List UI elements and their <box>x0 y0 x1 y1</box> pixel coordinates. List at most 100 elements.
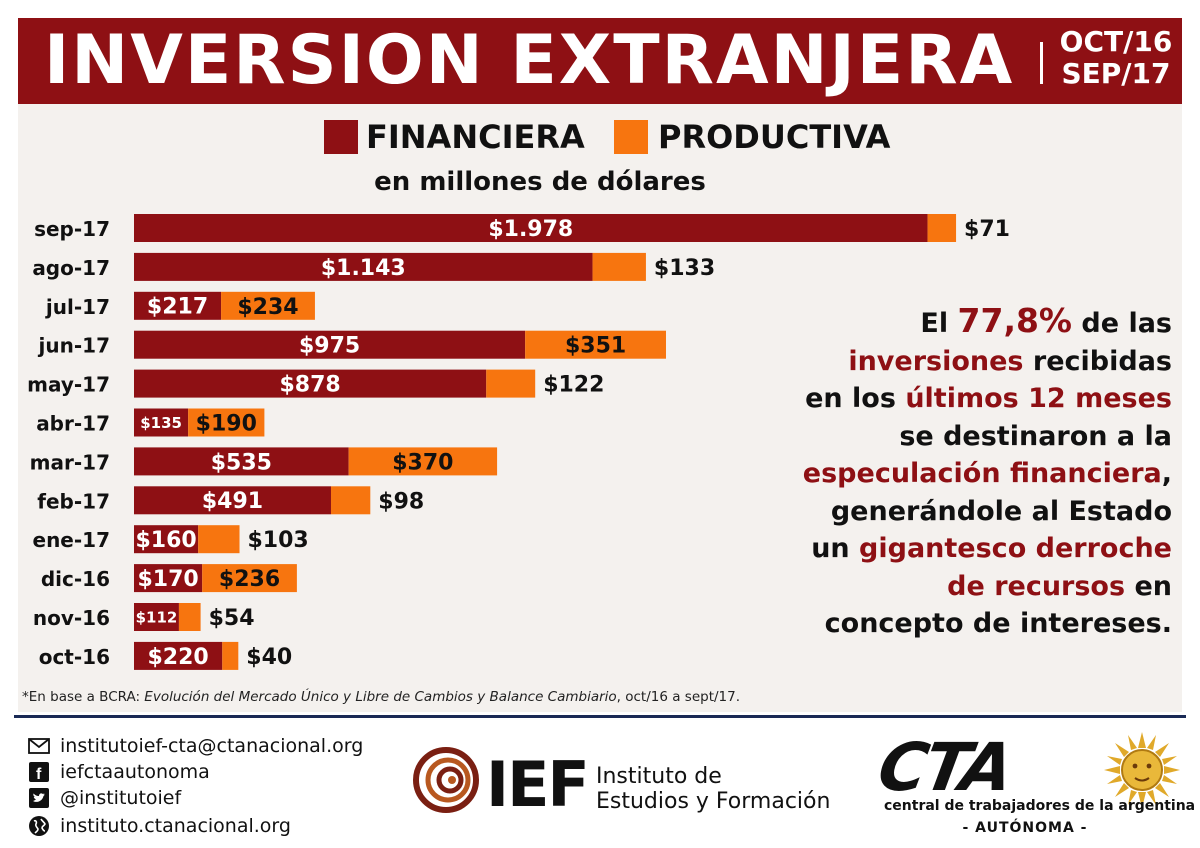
category-label-abr-17: abr-17 <box>36 412 110 436</box>
sun-emblem <box>1104 732 1180 808</box>
bar-financiera-may-17 <box>134 369 487 398</box>
value-label-productiva-ene-17: $103 <box>248 528 309 553</box>
ann-t1: El <box>920 308 958 339</box>
ief-name-line2: Estudios y Formación <box>596 789 831 814</box>
ann-t10: generándole al Estado <box>830 495 1172 527</box>
bar-productiva-mar-17 <box>348 447 498 476</box>
value-label-productiva-ago-17: $133 <box>654 256 715 281</box>
value-label-financiera-sep-17: $1.978 <box>488 217 573 242</box>
ann-t2: de las <box>1072 308 1172 339</box>
bar-financiera-oct-16 <box>134 641 223 670</box>
bar-financiera-abr-17 <box>134 408 189 437</box>
cta-logo: CTA <box>880 730 1180 808</box>
annotation-text: El 77,8% de las inversiones recibidas en… <box>770 302 1172 643</box>
value-label-productiva-sep-17: $71 <box>964 217 1010 242</box>
ann-t3: inversiones <box>848 345 1024 377</box>
legend-label-financiera: FINANCIERA <box>366 118 585 156</box>
bar-chart: sep-17 $1.978 $71 ago-17 $1.143 $133 jul-17 $21… <box>27 214 1010 670</box>
bar-productiva-ago-17 <box>592 252 646 281</box>
bar-financiera-sep-17 <box>134 214 928 242</box>
ief-mark: IEF <box>486 748 588 814</box>
category-label-jun-17: jun-17 <box>38 334 110 358</box>
contact-email[interactable]: institutoief-cta@ctanacional.org <box>28 734 363 758</box>
value-label-financiera-ene-17: $160 <box>135 528 196 553</box>
period-end: SEP/17 <box>1061 57 1171 90</box>
value-label-financiera-feb-17: $491 <box>202 489 263 514</box>
ief-name: Instituto de Estudios y Formación <box>596 764 830 814</box>
category-label-mar-17: mar-17 <box>30 450 110 474</box>
bar-productiva-sep-17 <box>927 214 957 242</box>
contact-website[interactable]: instituto.ctanacional.org <box>28 814 291 838</box>
bar-financiera-ago-17 <box>134 252 593 281</box>
svg-text:f: f <box>36 766 42 782</box>
ann-t8: especulación financiera <box>802 458 1162 489</box>
cta-subtitle: central de trabajadores de la argentina <box>884 798 1196 814</box>
value-label-productiva-oct-16: $40 <box>246 645 292 670</box>
source-footnote: *En base a BCRA: Evolución del Mercado Ú… <box>22 688 740 706</box>
bar-productiva-ene-17 <box>198 525 240 554</box>
value-label-financiera-dic-16: $170 <box>137 567 198 592</box>
legend-label-productiva: PRODUCTIVA <box>658 118 891 156</box>
contact-facebook-text[interactable]: iefctaautonoma <box>60 761 210 783</box>
value-label-productiva-dic-16: $236 <box>219 567 280 592</box>
value-label-financiera-nov-16: $112 <box>136 608 178 626</box>
value-label-productiva-abr-17: $190 <box>196 412 257 437</box>
ann-t15: concepto de intereses. <box>824 608 1172 639</box>
footnote-source-title: Evolución del Mercado Único y Libre de C… <box>144 689 617 705</box>
footnote-prefix: *En base a BCRA: <box>22 689 145 705</box>
category-label-jul-17: jul-17 <box>45 295 110 319</box>
ann-t6: últimos 12 meses <box>905 383 1172 414</box>
ann-t5: en los <box>805 383 906 414</box>
period-start: OCT/16 <box>1059 25 1173 58</box>
value-label-productiva-jul-17: $234 <box>237 295 298 320</box>
bar-financiera-jul-17 <box>134 291 222 320</box>
contact-twitter[interactable]: @institutoief <box>28 786 181 810</box>
header-period: OCT/16 SEP/17 <box>1056 26 1176 90</box>
bar-financiera-nov-16 <box>134 603 179 631</box>
ann-percentage: 77,8% <box>957 301 1073 340</box>
envelope-icon <box>28 735 50 757</box>
value-label-productiva-nov-16: $54 <box>209 606 255 631</box>
category-label-sep-17: sep-17 <box>34 217 110 241</box>
bar-financiera-jun-17 <box>134 330 526 359</box>
category-label-oct-16: oct-16 <box>39 645 110 669</box>
contact-email-text[interactable]: institutoief-cta@ctanacional.org <box>60 735 364 757</box>
category-label-dic-16: dic-16 <box>41 567 110 591</box>
bar-financiera-feb-17 <box>134 486 331 515</box>
legend-swatch-financiera <box>324 120 358 154</box>
cta-autonoma: - AUTÓNOMA - <box>962 820 1088 836</box>
chart-subtitle: en millones de dólares <box>374 167 706 197</box>
header-separator <box>1040 42 1043 84</box>
bar-productiva-jul-17 <box>221 291 315 320</box>
ief-name-line1: Instituto de <box>596 764 722 789</box>
contact-twitter-text[interactable]: @institutoief <box>60 787 182 809</box>
category-label-may-17: may-17 <box>27 373 110 397</box>
chart-panel <box>18 104 1182 712</box>
category-label-feb-17: feb-17 <box>37 489 110 513</box>
cta-mark: CTA <box>880 730 1017 806</box>
value-label-financiera-ago-17: $1.143 <box>321 256 406 281</box>
value-label-financiera-jul-17: $217 <box>147 295 208 320</box>
bar-financiera-ene-17 <box>134 525 199 554</box>
value-label-financiera-jun-17: $975 <box>299 334 360 359</box>
value-label-financiera-oct-16: $220 <box>148 645 209 670</box>
category-label-ago-17: ago-17 <box>32 256 110 280</box>
facebook-icon: f <box>28 761 50 783</box>
value-label-financiera-may-17: $878 <box>280 373 341 398</box>
value-label-productiva-feb-17: $98 <box>378 489 424 514</box>
page-title: INVERSION EXTRANJERA <box>44 21 1015 100</box>
ann-t4: recibidas <box>1023 345 1172 377</box>
category-label-nov-16: nov-16 <box>33 606 110 630</box>
contact-facebook[interactable]: f iefctaautonoma <box>28 760 210 784</box>
bar-financiera-dic-16 <box>134 564 203 593</box>
ann-t13: de recursos <box>947 570 1126 602</box>
contact-website-text[interactable]: instituto.ctanacional.org <box>60 815 291 837</box>
ann-t9: , <box>1161 458 1172 489</box>
bar-financiera-mar-17 <box>134 447 349 476</box>
bar-productiva-oct-16 <box>222 641 239 670</box>
bar-productiva-dic-16 <box>202 564 297 593</box>
footer-divider <box>14 715 1186 718</box>
ann-t7: se destinaron a la <box>899 420 1172 452</box>
bar-productiva-may-17 <box>486 369 536 398</box>
header-banner: INVERSION EXTRANJERA OCT/16 SEP/17 <box>18 18 1182 104</box>
